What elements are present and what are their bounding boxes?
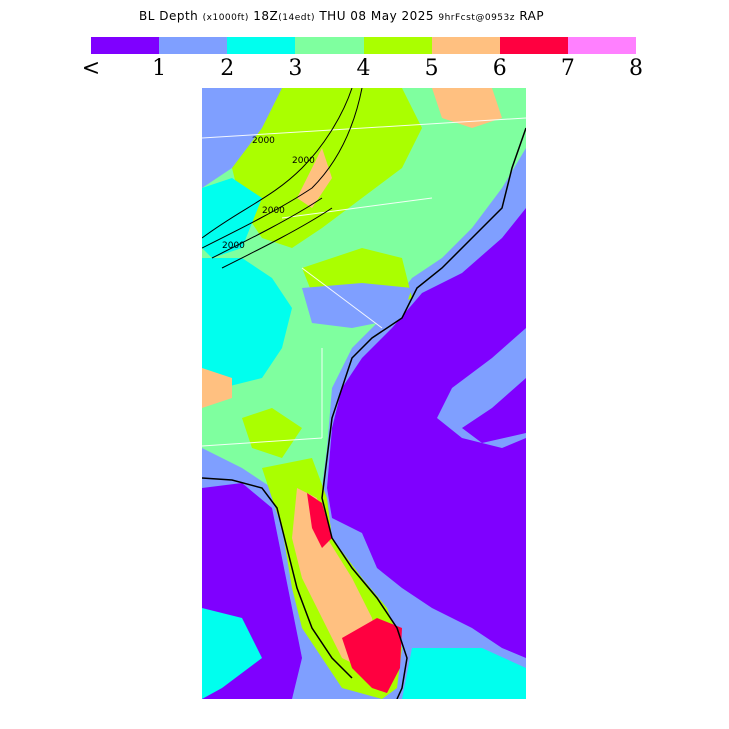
mountain-layer-1: [202, 88, 282, 188]
atlantic-layer-deep: [462, 378, 526, 443]
color-scale-tick: 2: [220, 56, 235, 81]
color-scale-tick: 4: [356, 56, 371, 81]
color-swatch: [363, 37, 432, 54]
valid-local: (14edt): [278, 13, 316, 23]
piedmont-layer-2: [202, 258, 292, 388]
east-coastline: [321, 127, 526, 699]
title-main: BL Depth: [139, 9, 199, 23]
florida-layer-6-north: [307, 493, 332, 548]
model-name: RAP: [519, 9, 545, 23]
color-scale-bar: [91, 37, 636, 54]
forecast-info: 9hrFcst@0953z: [438, 13, 515, 23]
contour-label-group: 2000 2000 2000 2000: [222, 136, 315, 251]
color-swatch: [91, 37, 160, 54]
contour-label: 2000: [222, 241, 245, 251]
valid-time: 18Z: [253, 9, 279, 23]
color-scale-ticks: <1 2 3 4 5 6 7 8: [0, 56, 729, 84]
color-swatch: [295, 37, 364, 54]
color-swatch: [159, 37, 228, 54]
carolina-layer-1: [302, 283, 412, 328]
straits-patch-cyan: [402, 648, 526, 699]
contour-label: 2000: [292, 156, 315, 166]
color-scale-tick: 5: [424, 56, 439, 81]
alabama-layer-5: [202, 368, 232, 408]
gulf-coastline: [202, 477, 353, 679]
florida-layer-6-south: [342, 618, 402, 693]
color-swatch: [227, 37, 296, 54]
contour-label: 2000: [252, 136, 275, 146]
color-scale-tick: <: [81, 56, 101, 81]
gulf-patch-cyan: [202, 608, 262, 699]
bl-depth-map: 2000 2000 2000 2000: [202, 88, 526, 699]
color-scale-tick: 6: [492, 56, 507, 81]
color-swatch: [431, 37, 500, 54]
contour-lines: [202, 88, 363, 269]
color-scale-tick: 7: [560, 56, 575, 81]
contour-label: 2000: [262, 206, 285, 216]
color-scale-tick: 3: [288, 56, 303, 81]
color-scale-tick: 1: [152, 56, 167, 81]
foothill-layer-5: [297, 148, 332, 208]
georgia-layer-4: [242, 408, 302, 458]
color-scale-tick: 8: [629, 56, 643, 81]
valid-date: THU 08 May 2025: [319, 9, 435, 23]
atlantic-low-layer: [327, 208, 526, 658]
florida-layer-5: [292, 488, 377, 668]
title-units: (x1000ft): [202, 13, 249, 23]
color-swatch: [567, 37, 636, 54]
state-borders: [202, 117, 526, 447]
map-graphic: 2000 2000 2000 2000: [202, 88, 526, 699]
color-swatch: [499, 37, 568, 54]
virginia-layer-5: [432, 88, 502, 128]
